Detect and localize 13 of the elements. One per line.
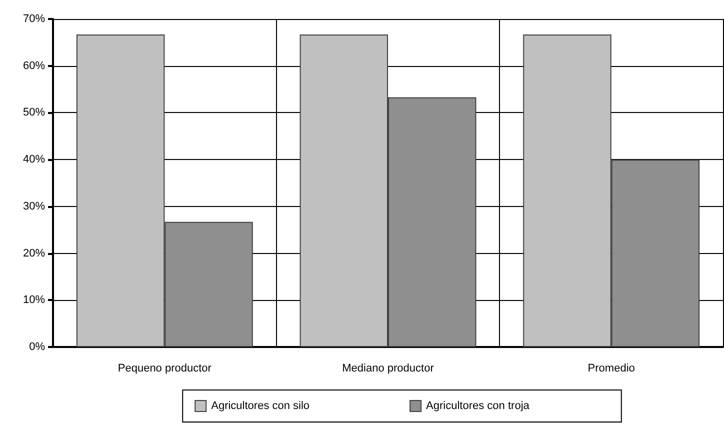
legend-label: Agricultores con silo [211,400,310,412]
y-tick-label: 20% [22,247,46,260]
y-tick-label: 40% [22,154,46,166]
y-tick-label: 70% [22,13,46,25]
y-tick-label: 50% [22,106,46,119]
x-tick-label: Promedio [588,362,635,374]
y-tick-label: 10% [22,294,46,306]
x-tick-label: Mediano productor [342,362,434,374]
x-tick-label: Pequeno productor [118,362,212,374]
y-tick-label: 0% [29,341,46,353]
y-tick-label: 30% [22,200,46,212]
legend-label: Agricultores con troja [426,400,530,412]
y-tick-label: 60% [22,60,46,72]
